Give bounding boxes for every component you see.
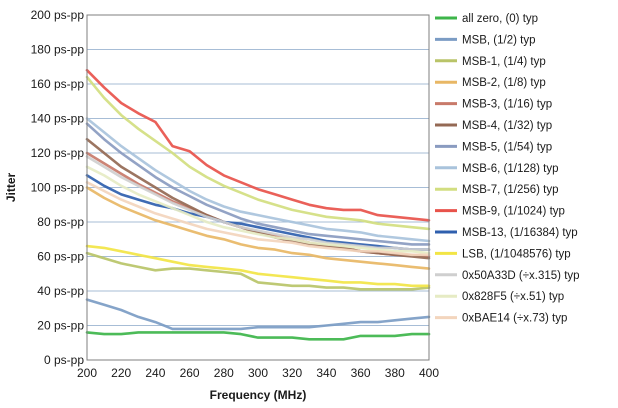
x-tick-label: 340 — [316, 366, 336, 380]
legend-label: MSB-9, (1/1024) typ — [462, 206, 565, 218]
legend-label: MSB-4, (1/32) typ — [462, 120, 552, 132]
legend-label: MSB-5, (1/54) typ — [462, 141, 552, 153]
x-tick-label: 400 — [419, 366, 439, 380]
series-lines — [85, 68, 431, 341]
legend-item: 0x50A33D (÷x.315) typ — [435, 270, 580, 282]
legend: all zero, (0) typ MSB, (1/2) typ MSB-1, (1… — [435, 13, 580, 325]
x-tick-label: 220 — [111, 366, 131, 380]
series-line-14 — [85, 181, 431, 257]
legend-item: 0x828F5 (÷x.51) typ — [435, 291, 564, 303]
gridlines — [87, 14, 429, 361]
legend-label: MSB-2, (1/8) typ — [462, 77, 546, 89]
x-tick-label: 240 — [145, 366, 165, 380]
x-tick-label: 300 — [248, 366, 268, 380]
legend-item: MSB-13, (1/16384) typ — [435, 227, 578, 239]
series-line-0 — [85, 331, 431, 341]
legend-item: MSB-9, (1/1024) typ — [435, 206, 565, 218]
legend-item: MSB, (1/2) typ — [435, 34, 536, 46]
legend-label: all zero, (0) typ — [462, 13, 538, 25]
x-tick-label: 380 — [385, 366, 405, 380]
y-tick-label: 0 ps-pp — [44, 353, 84, 367]
series-line-12 — [85, 155, 431, 251]
x-tick-label: 260 — [180, 366, 200, 380]
series-line-8 — [85, 75, 431, 231]
legend-label: LSB, (1/1048576) typ — [462, 248, 571, 260]
series-line-2 — [85, 251, 431, 291]
legend-item: LSB, (1/1048576) typ — [435, 248, 571, 260]
y-tick-label: 180 ps-pp — [31, 43, 85, 57]
legend-item: MSB-1, (1/4) typ — [435, 56, 546, 68]
y-tick-label: 60 ps-pp — [37, 250, 84, 264]
series-line-13 — [85, 165, 431, 255]
legend-label: MSB-1, (1/4) typ — [462, 56, 546, 68]
y-tick-label: 200 ps-pp — [31, 8, 85, 22]
y-tick-label: 120 ps-pp — [31, 146, 85, 160]
series-line-11 — [85, 244, 431, 288]
x-tick-labels: 200 220 240 260 280 300 320 340 360 380 400 — [77, 366, 439, 380]
y-tick-label: 100 ps-pp — [31, 181, 85, 195]
series-line-3 — [85, 186, 431, 270]
y-tick-label: 80 ps-pp — [37, 215, 84, 229]
legend-item: all zero, (0) typ — [435, 13, 538, 25]
x-tick-label: 360 — [351, 366, 371, 380]
y-tick-label: 140 ps-pp — [31, 112, 85, 126]
legend-label: MSB-13, (1/16384) typ — [462, 227, 578, 239]
legend-item: MSB-4, (1/32) typ — [435, 120, 552, 132]
legend-label: MSB, (1/2) typ — [462, 34, 536, 46]
legend-item: 0xBAE14 (÷x.73) typ — [435, 313, 567, 325]
series-line-10 — [85, 174, 431, 251]
x-tick-label: 280 — [214, 366, 234, 380]
series-line-1 — [85, 298, 431, 331]
x-tick-label: 320 — [282, 366, 302, 380]
x-tick-label: 200 — [77, 366, 97, 380]
legend-item: MSB-3, (1/16) typ — [435, 99, 552, 111]
legend-label: MSB-3, (1/16) typ — [462, 99, 552, 111]
y-tick-label: 160 ps-pp — [31, 77, 85, 91]
y-tick-labels: 0 ps-pp 20 ps-pp 40 ps-pp 60 ps-pp 80 ps-pp 1… — [31, 8, 85, 367]
x-axis-title: Frequency (MHz) — [210, 388, 307, 402]
legend-item: MSB-5, (1/54) typ — [435, 141, 552, 153]
legend-label: MSB-6, (1/128) typ — [462, 163, 559, 175]
series-line-7 — [85, 117, 431, 243]
plot-area-frame — [86, 14, 430, 361]
legend-item: MSB-2, (1/8) typ — [435, 77, 546, 89]
legend-label: MSB-7, (1/256) typ — [462, 184, 559, 196]
legend-label: 0xBAE14 (÷x.73) typ — [462, 313, 567, 325]
y-tick-label: 20 ps-pp — [37, 319, 84, 333]
series-line-9 — [85, 68, 431, 222]
legend-label: 0x828F5 (÷x.51) typ — [462, 291, 564, 303]
series-line-6 — [85, 122, 431, 246]
legend-item: MSB-6, (1/128) typ — [435, 163, 559, 175]
legend-item: MSB-7, (1/256) typ — [435, 184, 559, 196]
legend-label: 0x50A33D (÷x.315) typ — [462, 270, 580, 282]
y-tick-label: 40 ps-pp — [37, 284, 84, 298]
y-axis-title: Jitter — [4, 172, 18, 202]
